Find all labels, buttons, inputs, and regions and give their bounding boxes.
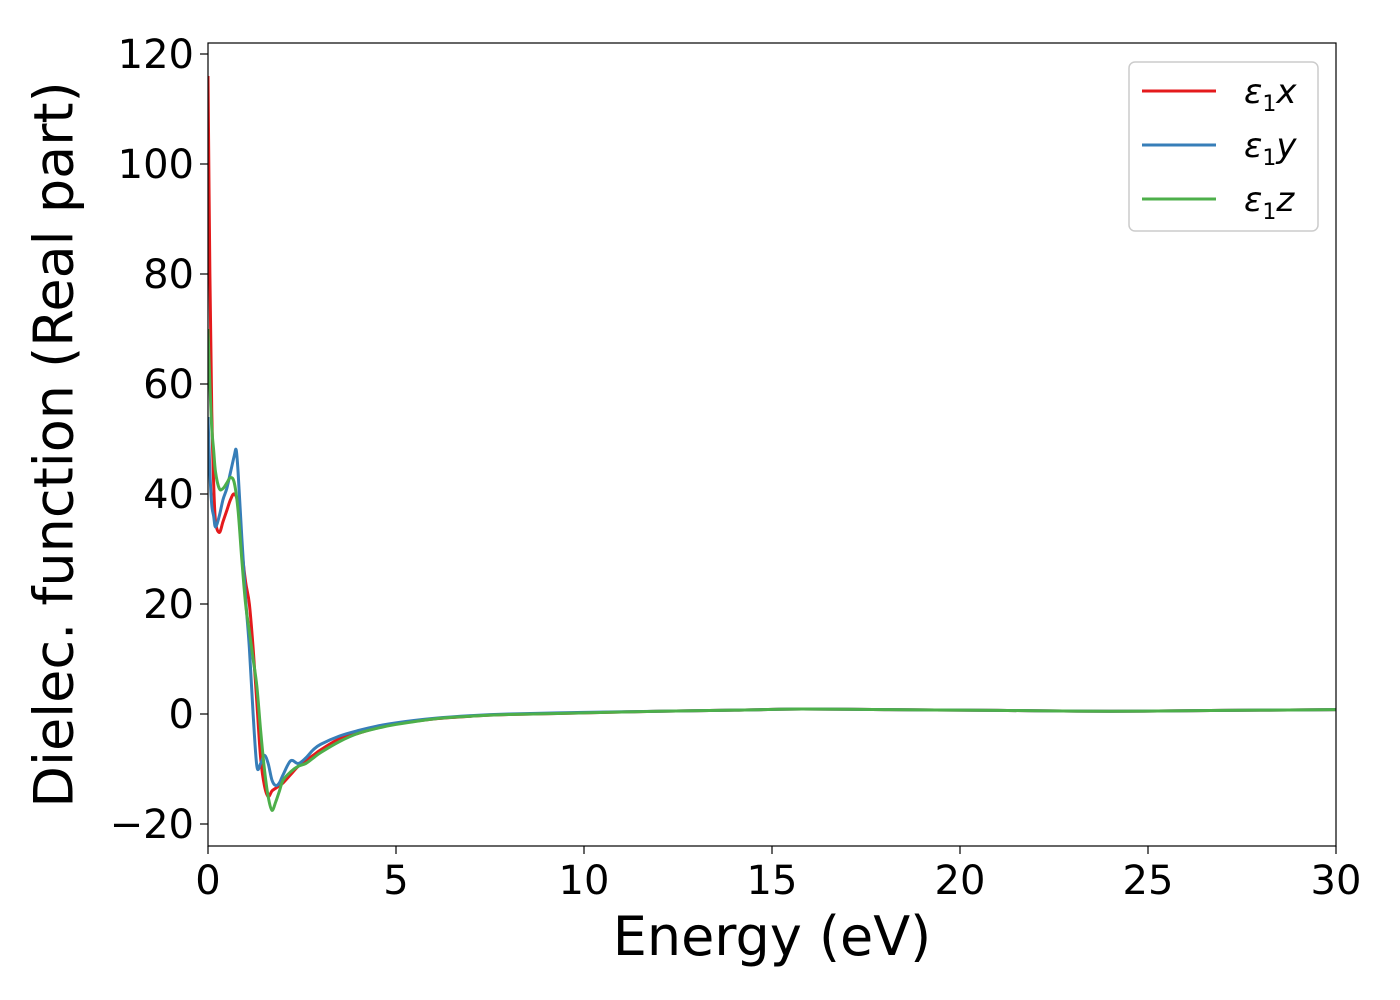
- legend-label: ε1z: [1244, 180, 1295, 225]
- y-tick-label: −20: [110, 802, 194, 848]
- y-tick-label: 120: [118, 32, 194, 78]
- y-tick-label: 40: [143, 472, 194, 518]
- x-tick-label: 25: [1123, 858, 1174, 904]
- legend-label-variable: y: [1275, 126, 1297, 166]
- series-line-y: [208, 416, 1336, 788]
- x-tick-label: 20: [935, 858, 986, 904]
- x-tick-label: 10: [559, 858, 610, 904]
- legend-label-subscript: 1: [1262, 146, 1276, 171]
- y-tick-label: 60: [143, 362, 194, 408]
- x-tick-label: 15: [747, 858, 798, 904]
- x-tick-label: 5: [383, 858, 408, 904]
- series-layer: [208, 75, 1336, 812]
- x-axis-label: Energy (eV): [613, 905, 932, 968]
- x-tick-label: 30: [1311, 858, 1362, 904]
- legend-item-y: ε1y: [1142, 126, 1297, 171]
- y-tick-label: 80: [143, 252, 194, 298]
- legend-box: [1128, 61, 1319, 232]
- legend-label-subscript: 1: [1262, 92, 1276, 117]
- x-tick-label: 0: [195, 858, 220, 904]
- series-line-z: [208, 328, 1336, 812]
- legend-item-x: ε1x: [1142, 72, 1297, 117]
- y-tick-label: 100: [118, 142, 194, 188]
- legend-item-z: ε1z: [1142, 180, 1295, 225]
- legend-label-variable: x: [1275, 72, 1297, 112]
- legend-label-main: ε: [1244, 72, 1262, 112]
- legend-label: ε1x: [1244, 72, 1297, 117]
- y-axis-ticks: −20 0 20 40 60 80 100 120: [110, 32, 208, 848]
- legend-label-subscript: 1: [1262, 200, 1276, 225]
- legend-label: ε1y: [1244, 126, 1297, 171]
- y-axis-label: Dielec. function (Real part): [23, 81, 86, 807]
- legend-label-main: ε: [1244, 126, 1262, 166]
- legend-label-main: ε: [1244, 180, 1262, 220]
- y-tick-label: 20: [143, 582, 194, 628]
- y-tick-label: 0: [169, 692, 194, 738]
- legend-label-variable: z: [1275, 180, 1295, 220]
- x-axis-ticks: 0 5 10 15 20 25 30: [195, 846, 1361, 904]
